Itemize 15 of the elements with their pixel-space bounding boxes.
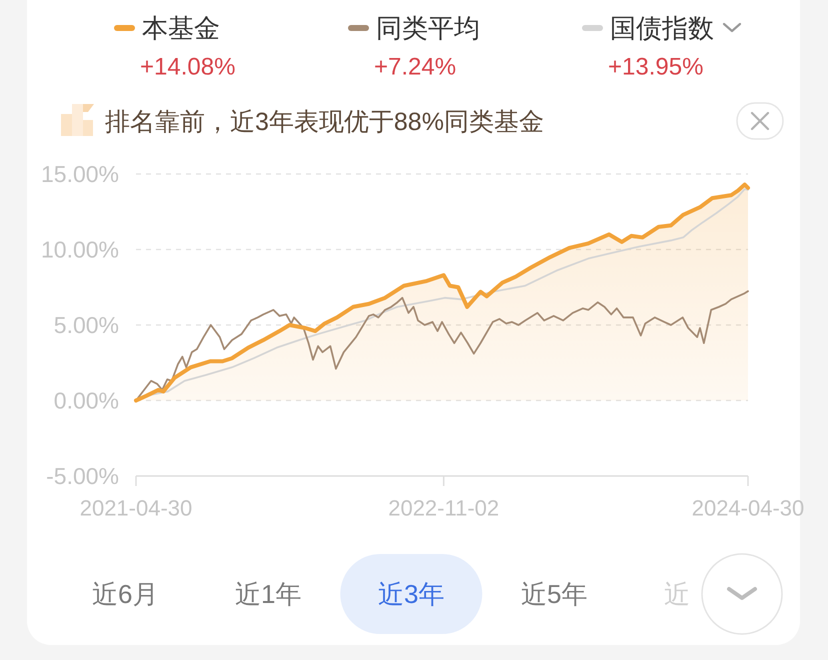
- y-tick-label: 15.00%: [40, 161, 119, 187]
- y-tick-label: 5.00%: [54, 312, 119, 338]
- x-tick-label: 2024-04-30: [692, 496, 804, 520]
- legend-label: 同类平均: [376, 13, 480, 43]
- legend-label: 本基金: [142, 13, 220, 43]
- chart-subtitle: 排名靠前，近3年表现优于88%同类基金: [105, 108, 544, 136]
- x-tick-label: 2021-04-30: [80, 496, 192, 520]
- y-tick-label: 0.00%: [54, 388, 119, 414]
- text: +14.08%: [140, 54, 236, 80]
- legend-label: 国债指数: [610, 13, 714, 43]
- text: +7.24%: [374, 54, 456, 80]
- y-tick-label: 10.00%: [40, 236, 119, 262]
- y-tick-label: -5.00%: [46, 463, 119, 489]
- text: +13.95%: [608, 54, 704, 80]
- x-tick-label: 2022-11-02: [388, 496, 500, 520]
